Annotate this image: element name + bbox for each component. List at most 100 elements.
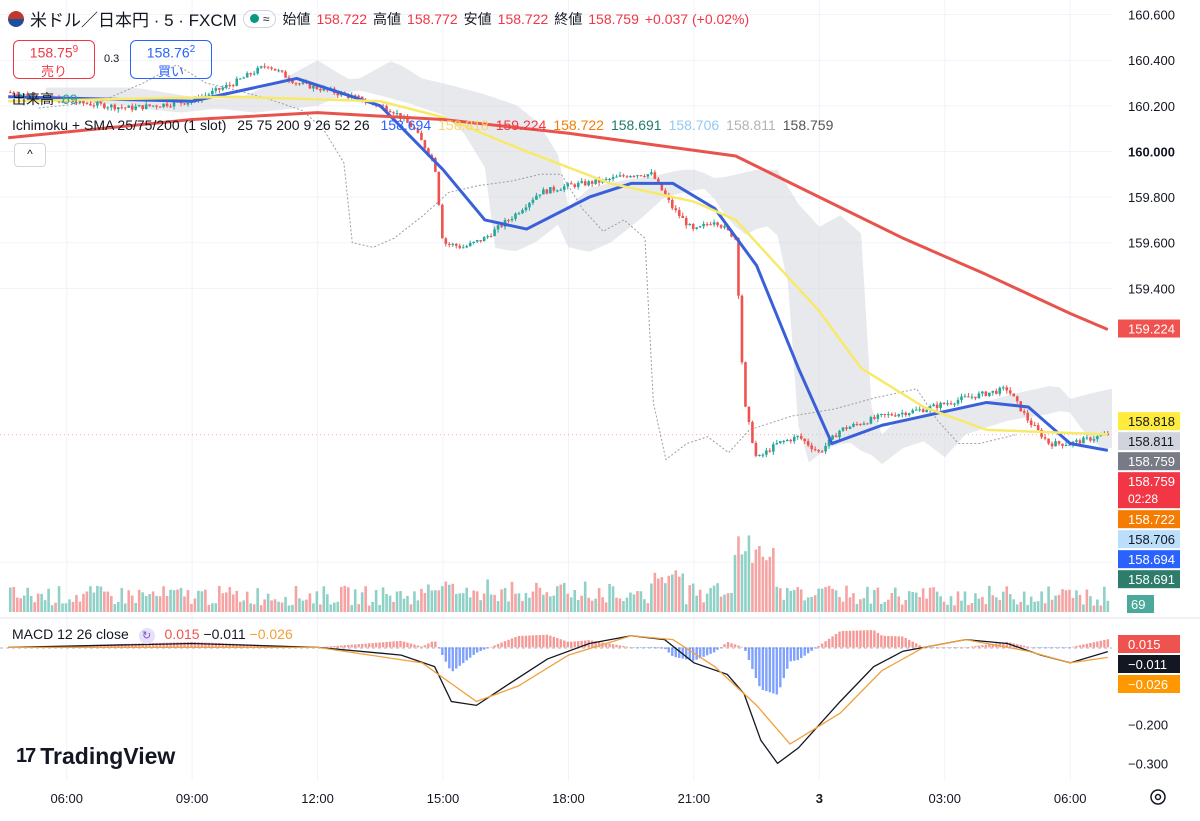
ichimoku-values: 158.694 158.818 159.224 158.722 158.691 158.7… — [381, 117, 841, 133]
buy-button[interactable]: 158.762 買い — [130, 40, 212, 79]
volume-bar — [789, 590, 793, 612]
collapse-legend-button[interactable]: ^ — [14, 143, 46, 167]
symbol-title[interactable]: 米ドル／日本円 · 5 · FXCM — [30, 11, 237, 30]
volume-bar — [709, 587, 712, 612]
macd-hist-bar — [597, 641, 601, 648]
volume-bar — [810, 596, 813, 612]
volume-bar — [953, 605, 956, 612]
macd-hist-bar — [873, 630, 876, 648]
volume-last-box — [1127, 595, 1154, 613]
macd-hist-bar — [232, 643, 235, 648]
tradingview-logo[interactable]: 17 TradingView — [16, 743, 175, 770]
macd-hist-bar — [632, 647, 636, 648]
volume-legend[interactable]: 出来高 69 — [12, 89, 78, 109]
volume-bar — [395, 591, 399, 612]
macd-hist-bar — [712, 647, 716, 653]
volume-bar — [134, 602, 138, 612]
volume-bar — [1026, 604, 1029, 612]
candle — [838, 430, 841, 438]
volume-bar — [322, 586, 326, 612]
macd-hist-bar — [967, 646, 970, 648]
settings-icon[interactable] — [1150, 789, 1166, 805]
buy-label: 買い — [157, 63, 184, 79]
candle — [1099, 435, 1103, 437]
volume-bar — [928, 587, 932, 612]
price-label-box — [1118, 412, 1180, 431]
volume-bar — [204, 589, 207, 612]
macd-hist-bar — [343, 645, 346, 648]
macd-hist-bar — [549, 635, 552, 648]
candle — [8, 92, 12, 94]
volume-bar — [193, 598, 197, 612]
volume-bar — [489, 594, 493, 612]
candle — [691, 224, 695, 229]
macd-hist-bar — [935, 647, 939, 648]
ichimoku-value-5: 158.706 — [668, 117, 720, 133]
macd-hist-bar — [901, 636, 904, 648]
macd-hist-bar — [336, 645, 339, 648]
candle — [674, 208, 678, 211]
volume-bar — [346, 587, 350, 612]
candle — [531, 199, 535, 203]
volume-bar — [597, 588, 601, 612]
candle — [1047, 438, 1050, 444]
volume-bar — [179, 587, 183, 612]
sell-button[interactable]: 158.759 売り — [13, 40, 95, 79]
candle — [744, 362, 747, 407]
candle — [336, 93, 340, 96]
volume-bar — [712, 585, 716, 612]
volume-bar — [190, 603, 193, 612]
macd-label-box — [1118, 635, 1180, 653]
macd-hist-bar — [1099, 640, 1103, 648]
candle — [416, 129, 420, 133]
wave-icon: ≈ — [262, 11, 270, 26]
macd-hist-bar — [1050, 647, 1054, 648]
macd-signal-value: −0.026 — [249, 626, 293, 642]
candle — [259, 66, 263, 68]
volume-bar — [629, 592, 632, 612]
candle — [629, 175, 632, 178]
macd-hist-bar — [455, 647, 458, 669]
macd-hist-bar — [862, 630, 866, 648]
macd-hist-bar — [793, 647, 796, 661]
candle — [988, 392, 991, 396]
macd-hist-bar — [566, 641, 569, 648]
volume-bar — [1019, 601, 1023, 612]
macd-hist-bar — [904, 637, 907, 648]
macd-hist-bar — [991, 643, 995, 648]
macd-legend[interactable]: MACD 12 26 close ↻ 0.015 −0.011 −0.026 — [12, 626, 293, 644]
volume-bar — [887, 599, 890, 612]
candle — [932, 404, 935, 407]
sell-price-pip: 9 — [72, 44, 79, 55]
indicator-status-pill[interactable]: ≈ — [242, 9, 277, 28]
lagging-span — [38, 64, 1018, 461]
macd-hist-bar — [953, 647, 956, 648]
macd-line-value: −0.011 — [203, 626, 246, 642]
volume-bar — [447, 584, 451, 612]
volume-bar — [1001, 591, 1005, 612]
macd-hist-bar — [1089, 642, 1092, 648]
y-tick-label: 159.800 — [1128, 190, 1175, 205]
ichimoku-cloud — [38, 60, 1113, 465]
macd-hist-bar — [866, 630, 869, 648]
candle — [643, 176, 646, 178]
candle — [266, 66, 270, 68]
volume-bar — [1043, 603, 1047, 612]
volume-bar — [549, 596, 552, 612]
volume-bar — [451, 583, 455, 612]
candle — [806, 441, 810, 446]
bar-countdown: 02:28 — [1128, 492, 1158, 506]
macd-hist-bar — [214, 642, 218, 648]
macd-cycle-icon[interactable]: ↻ — [138, 628, 155, 644]
candle — [712, 222, 716, 225]
candle — [677, 210, 681, 216]
candle — [395, 113, 399, 115]
candle — [517, 213, 521, 215]
volume-bar — [12, 586, 16, 612]
ichimoku-legend[interactable]: Ichimoku + SMA 25/75/200 (1 slot) 25 75 … — [12, 117, 847, 133]
candle — [1096, 436, 1099, 440]
volume-bar — [562, 582, 566, 612]
macd-hist-bar — [120, 643, 123, 648]
candle — [207, 94, 211, 96]
